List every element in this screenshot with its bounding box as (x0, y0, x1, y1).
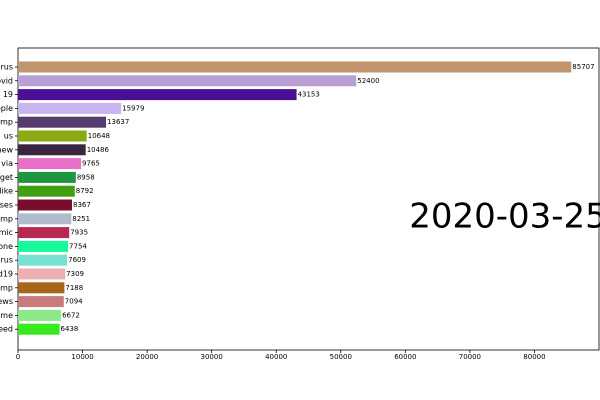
y-tick-label: like (0, 187, 13, 196)
value-label: 8251 (72, 215, 90, 223)
y-tick-label: eed (0, 325, 13, 334)
bar (18, 89, 297, 101)
bar (18, 254, 68, 266)
value-label: 85707 (572, 63, 594, 71)
value-label: 7094 (65, 298, 83, 306)
bar (18, 158, 82, 170)
value-label: 43153 (298, 91, 320, 99)
bar (18, 61, 572, 73)
bar (18, 213, 72, 225)
y-tick-label: amp (0, 214, 13, 223)
y-tick-label: irus (0, 63, 13, 72)
x-tick-label: 70000 (459, 353, 481, 361)
bar (18, 227, 70, 239)
value-label: 7609 (68, 256, 86, 264)
value-label: 9765 (82, 160, 100, 168)
bar (18, 171, 76, 183)
value-label: 7309 (66, 270, 84, 278)
bar (18, 130, 87, 142)
bar (18, 116, 107, 128)
y-tick-label: ump (0, 118, 13, 127)
y-tick-label: irus (0, 256, 13, 265)
bar (18, 282, 65, 294)
value-label: 8367 (73, 201, 91, 209)
bar (18, 268, 66, 280)
x-tick-label: 80000 (523, 353, 545, 361)
y-tick-label: ews (0, 297, 13, 306)
y-tick-label: via (1, 159, 13, 168)
x-tick-label: 0 (16, 353, 20, 361)
bar (18, 323, 60, 335)
y-tick-label: one (0, 242, 13, 251)
x-tick-label: 60000 (394, 353, 416, 361)
y-tick-label: d19 (0, 270, 13, 279)
bar (18, 75, 357, 87)
bar (18, 240, 69, 252)
value-label: 13637 (107, 118, 129, 126)
y-tick-label: get (0, 173, 13, 182)
plot-frame (17, 47, 600, 351)
y-tick-label: us (4, 132, 13, 141)
bar (18, 185, 75, 197)
value-label: 6672 (62, 311, 80, 319)
bar (18, 144, 86, 156)
y-tick-label: emic (0, 228, 13, 237)
x-tick-label: 50000 (330, 353, 352, 361)
bar (18, 296, 64, 308)
value-label: 10648 (88, 132, 110, 140)
value-label: 7754 (69, 242, 87, 250)
y-tick-label: ases (0, 201, 13, 210)
value-label: 52400 (357, 77, 379, 85)
y-tick-label: 19 (3, 90, 13, 99)
bar (18, 102, 122, 114)
value-label: 10486 (87, 146, 110, 154)
date-annotation: 2020-03-25 (409, 197, 600, 237)
y-tick-label: ople (0, 104, 13, 113)
value-label: 7935 (70, 229, 88, 237)
bar (18, 199, 73, 211)
value-label: 15979 (122, 104, 144, 112)
y-tick-label: ump (0, 283, 13, 292)
x-tick-label: 10000 (71, 353, 93, 361)
y-tick-label: ovid (0, 76, 13, 85)
x-tick-label: 40000 (265, 353, 287, 361)
bar (18, 309, 62, 321)
y-tick-label: ime (0, 311, 13, 320)
x-tick-label: 20000 (136, 353, 158, 361)
value-label: 6438 (61, 325, 79, 333)
value-label: 7188 (65, 284, 83, 292)
y-tick-label: new (0, 145, 13, 154)
x-tick-label: 30000 (201, 353, 223, 361)
value-label: 8958 (77, 173, 95, 181)
value-label: 8792 (76, 187, 94, 195)
